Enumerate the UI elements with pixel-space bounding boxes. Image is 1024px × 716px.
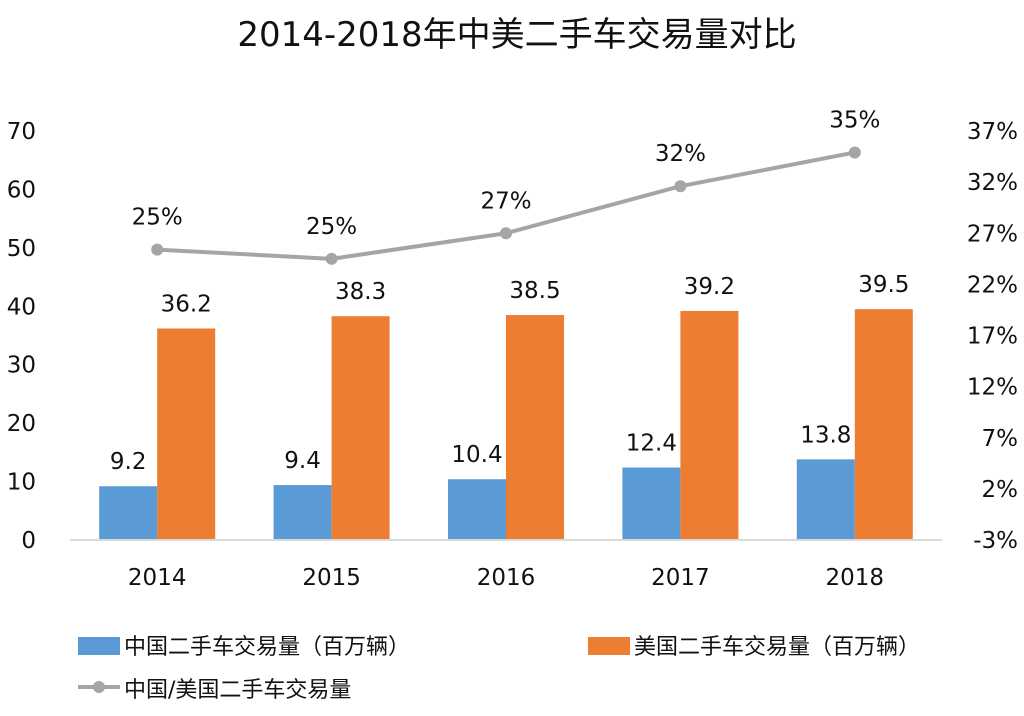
y-left-tick-label: 50 xyxy=(7,236,36,262)
y-left-tick-label: 20 xyxy=(7,411,36,437)
legend: 中国二手车交易量（百万辆） 美国二手车交易量（百万辆） 中国/美国二手车交易量 xyxy=(78,635,920,703)
y-right-tick-label: 7% xyxy=(982,426,1019,452)
line-data-label: 25% xyxy=(306,214,357,240)
legend-label: 美国二手车交易量（百万辆） xyxy=(634,635,920,660)
x-tick-label: 2015 xyxy=(302,565,361,591)
bar-data-label: 9.2 xyxy=(110,449,147,475)
y-right-tick-label: 32% xyxy=(967,170,1018,196)
bar-data-label: 39.2 xyxy=(684,274,735,300)
y-left-tick-label: 10 xyxy=(7,470,36,496)
y-right-tick-label: 12% xyxy=(967,375,1018,401)
legend-swatch-bar xyxy=(78,637,120,655)
bar-usa xyxy=(680,310,739,540)
bar-data-label: 12.4 xyxy=(626,431,677,457)
bar-usa xyxy=(157,328,216,540)
x-tick-label: 2014 xyxy=(128,565,187,591)
bar-china xyxy=(448,479,506,540)
legend-swatch-marker xyxy=(93,681,105,693)
bar-data-label: 38.5 xyxy=(509,278,560,304)
x-tick-label: 2018 xyxy=(826,565,885,591)
chart-title: 2014-2018年中美二手车交易量对比 xyxy=(237,15,796,55)
bar-data-label: 13.8 xyxy=(800,422,851,448)
bar-usa xyxy=(854,309,913,540)
y-right-tick-label: 17% xyxy=(967,324,1018,350)
bar-china xyxy=(273,485,332,540)
line-data-label: 27% xyxy=(480,188,531,214)
ratio-point xyxy=(151,243,164,256)
bar-china xyxy=(796,459,855,540)
bar-data-label: 9.4 xyxy=(284,448,321,474)
bar-china xyxy=(99,486,158,540)
bar-data-label: 38.3 xyxy=(335,279,386,305)
y-left-tick-label: 0 xyxy=(21,528,36,554)
y-right-tick-label: 22% xyxy=(967,272,1018,298)
y-left-tick-label: 30 xyxy=(7,353,36,379)
y-right-tick-label: 37% xyxy=(967,119,1018,145)
ratio-point xyxy=(674,180,687,193)
line-series: 25% 25% 27% 32% 35% xyxy=(132,107,880,265)
y-axis-right: -3% 2% 7% 12% 17% 22% 27% 32% 37% xyxy=(967,119,1018,554)
y-right-tick-label: 2% xyxy=(982,477,1019,503)
x-tick-label: 2017 xyxy=(651,565,710,591)
line-data-label: 35% xyxy=(829,107,880,133)
x-tick-label: 2016 xyxy=(477,565,536,591)
y-right-tick-label: 27% xyxy=(967,221,1018,247)
line-data-label: 32% xyxy=(655,141,706,167)
ratio-point xyxy=(848,146,861,159)
bar-data-label: 39.5 xyxy=(858,272,909,298)
bar-usa xyxy=(331,316,390,540)
bar-usa xyxy=(506,315,564,540)
x-axis: 2014 2015 2016 2017 2018 xyxy=(128,565,884,591)
legend-label: 中国/美国二手车交易量 xyxy=(124,678,351,703)
y-left-tick-label: 60 xyxy=(7,177,36,203)
y-axis-left: 0 10 20 30 40 50 60 70 xyxy=(7,119,36,554)
ratio-point xyxy=(325,252,338,265)
bar-data-label: 10.4 xyxy=(451,442,502,468)
y-right-tick-label: -3% xyxy=(973,528,1018,554)
bar-data-label: 36.2 xyxy=(161,291,212,317)
bar-china xyxy=(622,467,681,540)
y-left-tick-label: 70 xyxy=(7,119,36,145)
bar-series: 9.2 9.4 10.4 12.4 13.8 36.2 38.3 38.5 39.2 39.5 xyxy=(99,272,913,540)
line-data-label: 25% xyxy=(132,205,183,231)
y-left-tick-label: 40 xyxy=(7,294,36,320)
ratio-point xyxy=(500,227,512,240)
legend-label: 中国二手车交易量（百万辆） xyxy=(124,635,410,660)
legend-swatch-bar xyxy=(588,637,630,655)
